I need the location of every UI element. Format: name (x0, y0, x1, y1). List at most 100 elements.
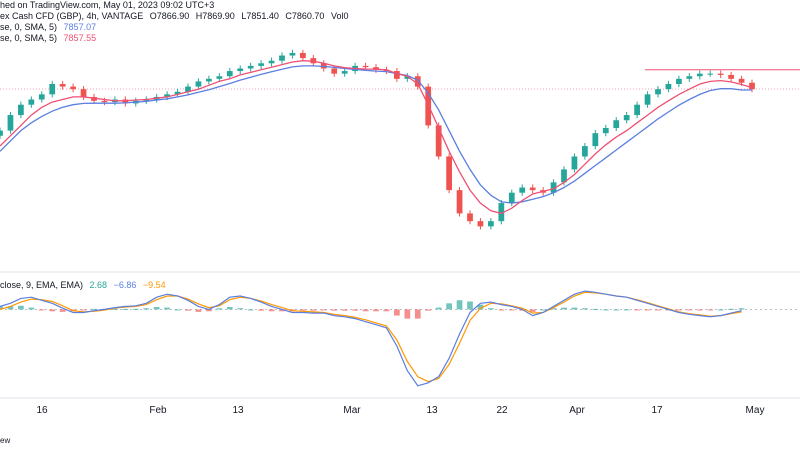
candle-body (404, 76, 411, 79)
candle-body (268, 60, 275, 64)
candle-body (634, 104, 640, 116)
close-value: C7860.70 (285, 11, 325, 21)
macd-histogram-bar (18, 305, 24, 310)
candle-body (185, 86, 191, 92)
candle-body (362, 65, 369, 68)
macd-histogram-bar (738, 308, 745, 310)
candle-body (676, 78, 682, 84)
macd-histogram-bar (446, 303, 452, 310)
macd-label: close, 9, EMA, EMA) (0, 280, 84, 290)
candle-body (561, 169, 567, 183)
candle-body (164, 94, 170, 97)
candle-body (80, 89, 87, 97)
candle-body (394, 71, 400, 79)
candle-body (613, 120, 620, 128)
candle-body (707, 73, 714, 75)
candle-body (258, 63, 264, 66)
macd-histogram-bar (540, 309, 546, 311)
candle-body (59, 84, 66, 87)
macd-histogram-bar (707, 309, 714, 311)
macd-histogram-bar (310, 309, 317, 311)
macd-histogram-bar (49, 309, 56, 312)
candle-body (749, 82, 755, 90)
macd-histogram-bar (477, 304, 484, 310)
candle-body (373, 67, 379, 70)
candle-body (91, 96, 97, 101)
candle-body (174, 91, 181, 95)
x-tick-label: 13 (232, 405, 244, 416)
macd-histogram-bar (7, 306, 14, 310)
macd-histogram-bar (696, 309, 703, 311)
x-tick-label: May (745, 405, 765, 416)
footer-text: ew (0, 436, 11, 445)
high-value: H7869.90 (195, 11, 235, 21)
macd-histogram-bar (352, 309, 358, 311)
macd-histogram-bar (571, 307, 578, 310)
macd-histogram-bar (174, 309, 181, 311)
macd-histogram-bar (80, 309, 87, 311)
candle-body (582, 146, 588, 157)
x-tick-label: Feb (149, 405, 167, 416)
macd-histogram-bar (644, 309, 651, 311)
candle-body (341, 71, 348, 74)
macd-histogram-bar (508, 309, 515, 311)
candle-body (70, 86, 76, 90)
macd-histogram-bar (0, 306, 3, 310)
candle-body (477, 221, 484, 227)
candle-body (206, 78, 212, 82)
candle-body (571, 156, 578, 170)
macd-histogram-bar (373, 309, 379, 312)
macd-histogram-bar (592, 308, 599, 310)
candle-body (488, 221, 494, 227)
macd-histogram-bar (226, 307, 233, 310)
candle-body (331, 68, 338, 74)
candle-body (446, 156, 452, 191)
candle-body (237, 68, 244, 72)
candle-body (300, 52, 306, 59)
candle-body (550, 182, 557, 193)
candle-body (717, 73, 724, 75)
macd-histogram-bar (383, 309, 390, 312)
macd-histogram-bar (279, 309, 285, 312)
macd-histogram-bar (394, 309, 400, 316)
macd-line-value: −6.86 (113, 280, 137, 290)
x-tick-label: Apr (569, 405, 585, 416)
macd-histogram-bar (59, 309, 66, 312)
x-tick-label: 17 (651, 405, 663, 416)
macd-histogram-bar (91, 308, 97, 310)
candle-body (435, 125, 442, 157)
sma2-value: 7857.55 (63, 33, 97, 43)
signal-line (0, 291, 742, 383)
sma-red-line (0, 60, 753, 215)
macd-histogram-bar (258, 309, 264, 311)
macd-histogram-bar (206, 309, 212, 312)
macd-histogram-bar (676, 309, 682, 311)
candle-body (195, 81, 202, 87)
sma2-legend: se, 0, SMA, 5) 7857.55 (0, 33, 100, 44)
candle-body (289, 52, 296, 56)
candle-body (216, 76, 223, 79)
macd-histogram-bar (435, 307, 442, 310)
macd-histogram-bar (498, 309, 505, 311)
sma-blue-line (0, 65, 752, 204)
sma2-label: se, 0, SMA, 5) (0, 33, 58, 43)
candle-body (467, 213, 473, 222)
candle-body (508, 192, 515, 204)
macd-histogram-bar (488, 308, 494, 310)
macd-histogram-bar (247, 309, 254, 311)
macd-histogram-bar (28, 307, 35, 310)
macd-line (0, 290, 742, 387)
candle-body (226, 71, 233, 77)
macd-legend: close, 9, EMA, EMA) 2.68 −6.86 −9.54 (0, 280, 170, 291)
macd-histogram-bar (623, 309, 630, 311)
signal-line-value: −9.54 (142, 280, 166, 290)
candle-body (592, 133, 599, 147)
sma1-legend: se, 0, SMA, 5) 7857.07 (0, 22, 100, 33)
candle-body (696, 73, 703, 77)
sma1-label: se, 0, SMA, 5) (0, 22, 58, 32)
x-tick-label: Mar (343, 405, 361, 416)
macd-hist-value: 2.68 (89, 280, 108, 290)
macd-histogram-bar (268, 309, 275, 312)
candle-body (498, 203, 505, 222)
